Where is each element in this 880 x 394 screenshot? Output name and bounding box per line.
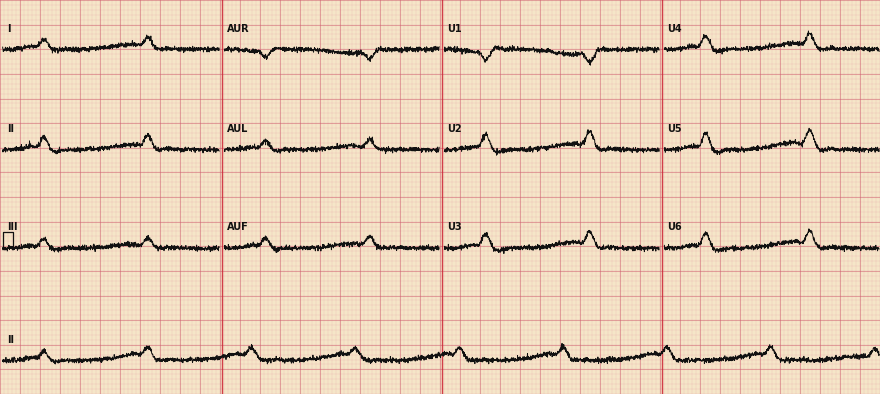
Text: AUL: AUL [227,124,248,134]
Text: I: I [7,24,11,33]
Text: U1: U1 [447,24,462,33]
Text: U2: U2 [447,124,462,134]
Text: II: II [7,335,14,345]
Text: U3: U3 [447,223,462,232]
Text: AUF: AUF [227,223,249,232]
Text: U5: U5 [667,124,682,134]
Text: III: III [7,223,18,232]
Text: AUR: AUR [227,24,250,33]
Text: U4: U4 [667,24,682,33]
Text: II: II [7,124,14,134]
Text: U6: U6 [667,223,682,232]
